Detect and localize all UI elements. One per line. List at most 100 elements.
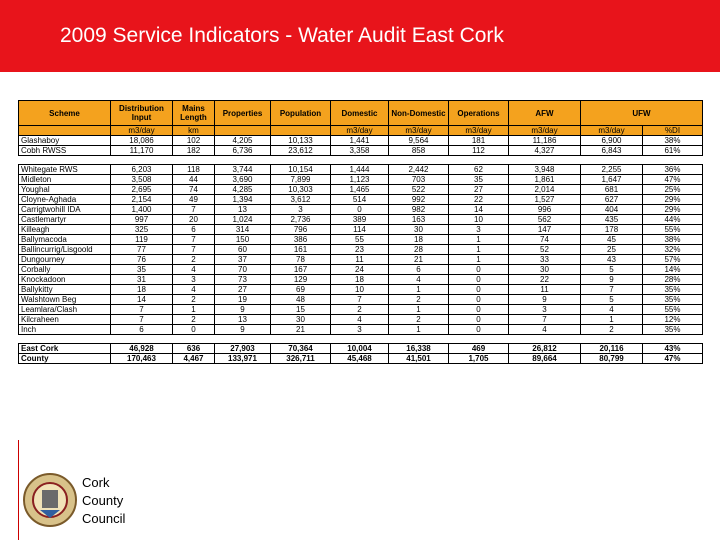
cell: 18 (110, 284, 173, 295)
cell: 4 (172, 264, 215, 275)
scheme-name: Castlemartyr (18, 214, 111, 225)
cell: 435 (580, 214, 643, 225)
scheme-name: Inch (18, 324, 111, 335)
cell: 4 (508, 324, 581, 335)
column-header: UFW (580, 100, 703, 126)
cell: 7 (172, 244, 215, 255)
spacer (18, 155, 111, 165)
table-row: Kilcraheen 7 2 13 30 4 2 0 7 1 12% (18, 314, 703, 325)
cell: 3,612 (270, 194, 331, 205)
org-line: Council (82, 511, 126, 526)
cell: 23,612 (270, 145, 331, 156)
cell: 44 (172, 174, 215, 185)
cell: 24 (330, 264, 389, 275)
cell: 33 (508, 254, 581, 265)
cell: 18 (388, 234, 449, 245)
unit-cell (270, 125, 331, 136)
cell: 9 (508, 294, 581, 305)
scheme-name: Cobh RWSS (18, 145, 111, 156)
spacer (330, 334, 389, 344)
cell: 997 (110, 214, 173, 225)
cell: 11 (330, 254, 389, 265)
cell: 38% (642, 234, 703, 245)
cell: 28 (388, 244, 449, 255)
table-row: Knockadoon 31 3 73 129 18 4 0 22 9 28% (18, 274, 703, 285)
cell: 60 (214, 244, 271, 255)
cell: 562 (508, 214, 581, 225)
scheme-name: Carrigtwohill IDA (18, 204, 111, 215)
cell: 46,928 (110, 343, 173, 354)
column-header: Distribution Input (110, 100, 173, 126)
cell: 627 (580, 194, 643, 205)
cell: 514 (330, 194, 389, 205)
cell: 30 (508, 264, 581, 275)
cell: 1 (448, 234, 509, 245)
cell: 61% (642, 145, 703, 156)
cell: 1,441 (330, 135, 389, 146)
table-row: Inch 6 0 9 21 3 1 0 4 2 35% (18, 324, 703, 335)
cell: 27 (448, 184, 509, 195)
table-row: Cobh RWSS 11,170 182 6,736 23,612 3,358 858 112… (18, 145, 703, 156)
table-row: Whitegate RWS 6,203 118 3,744 10,154 1,444 2,4… (18, 164, 703, 175)
cell: 10,004 (330, 343, 389, 354)
cell: 0 (448, 274, 509, 285)
unit-cell: m3/day (388, 125, 449, 136)
cell: 28% (642, 274, 703, 285)
cell: 13 (214, 204, 271, 215)
cell: 150 (214, 234, 271, 245)
cell: 1 (448, 244, 509, 255)
spacer (448, 334, 509, 344)
cell: 0 (172, 324, 215, 335)
cell: 326,711 (270, 353, 331, 364)
cell: 992 (388, 194, 449, 205)
cell: 21 (270, 324, 331, 335)
scheme-name: Whitegate RWS (18, 164, 111, 175)
cell: 2,014 (508, 184, 581, 195)
cell: 35 (110, 264, 173, 275)
cell: 11 (508, 284, 581, 295)
column-header: Operations (448, 100, 509, 126)
cell: 2,442 (388, 164, 449, 175)
cell: 43% (642, 343, 703, 354)
cell: 2 (388, 314, 449, 325)
cell: 89,664 (508, 353, 581, 364)
cell: 3 (330, 324, 389, 335)
cell: 38% (642, 135, 703, 146)
cell: 1,861 (508, 174, 581, 185)
cell: 2,695 (110, 184, 173, 195)
cell: 25 (580, 244, 643, 255)
cell: 49 (172, 194, 215, 205)
cell: 636 (172, 343, 215, 354)
cell: 78 (270, 254, 331, 265)
table-row: Ballykitty 18 4 27 69 10 1 0 11 7 35% (18, 284, 703, 295)
cell: 4,467 (172, 353, 215, 364)
cell: 57% (642, 254, 703, 265)
column-header: Properties (214, 100, 271, 126)
cell: 14 (448, 204, 509, 215)
scheme-name: Cloyne-Aghada (18, 194, 111, 205)
cell: 74 (508, 234, 581, 245)
table-row: Ballymacoda 119 7 150 386 55 18 1 74 45 38% (18, 234, 703, 245)
cell: 114 (330, 224, 389, 235)
cell: 1 (388, 284, 449, 295)
cell: 10 (448, 214, 509, 225)
cell: 182 (172, 145, 215, 156)
cell: 70 (214, 264, 271, 275)
unit-cell: %DI (642, 125, 703, 136)
cell: 1,444 (330, 164, 389, 175)
cell: 1,400 (110, 204, 173, 215)
cell: 25% (642, 184, 703, 195)
cell: 4 (580, 304, 643, 315)
scheme-name: Knockadoon (18, 274, 111, 285)
spacer (110, 334, 173, 344)
spacer-row (18, 155, 703, 165)
column-header: Non-Domestic (388, 100, 449, 126)
cell: 55% (642, 224, 703, 235)
cell: 10,133 (270, 135, 331, 146)
cell: 80,799 (580, 353, 643, 364)
units-row: m3/day km m3/day m3/day m3/day m3/day m3/day %D… (18, 125, 703, 136)
cell: 55% (642, 304, 703, 315)
cell: 178 (580, 224, 643, 235)
cell: 21 (388, 254, 449, 265)
cell: 12% (642, 314, 703, 325)
